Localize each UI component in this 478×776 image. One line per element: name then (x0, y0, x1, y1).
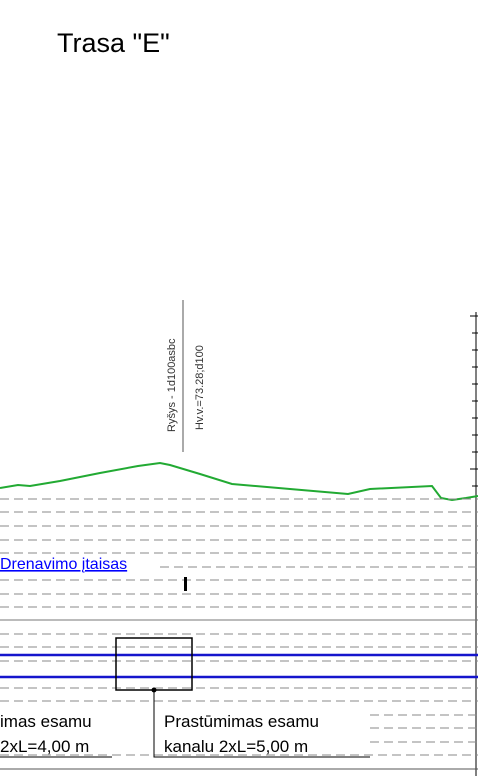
right-label-leader (153, 690, 370, 758)
left-push-label-line1: imas esamu (0, 712, 92, 731)
annotation-connection-text: Ryšys - 1d100asbc (166, 338, 178, 432)
crossing-box (115, 637, 193, 691)
drainage-device-link[interactable]: Drenavimo įtaisas (0, 556, 127, 573)
right-scale-ruler (470, 312, 478, 776)
terrain-profile-line (0, 461, 478, 502)
right-label-bg (160, 706, 368, 754)
right-push-label-line1: Prastūmimas esamu (164, 712, 319, 731)
left-push-label-line2: 2xL=4,00 m (0, 737, 89, 756)
annotation-level-text: Hv.v.=73.28;d100 (194, 345, 206, 430)
right-push-label-line2: kanalu 2xL=5,00 m (164, 737, 308, 756)
left-label-bg (0, 706, 118, 754)
page-title: Trasa "E" (57, 28, 170, 58)
dashed-layer-lines (0, 498, 478, 756)
drainage-device-marker (184, 577, 187, 591)
